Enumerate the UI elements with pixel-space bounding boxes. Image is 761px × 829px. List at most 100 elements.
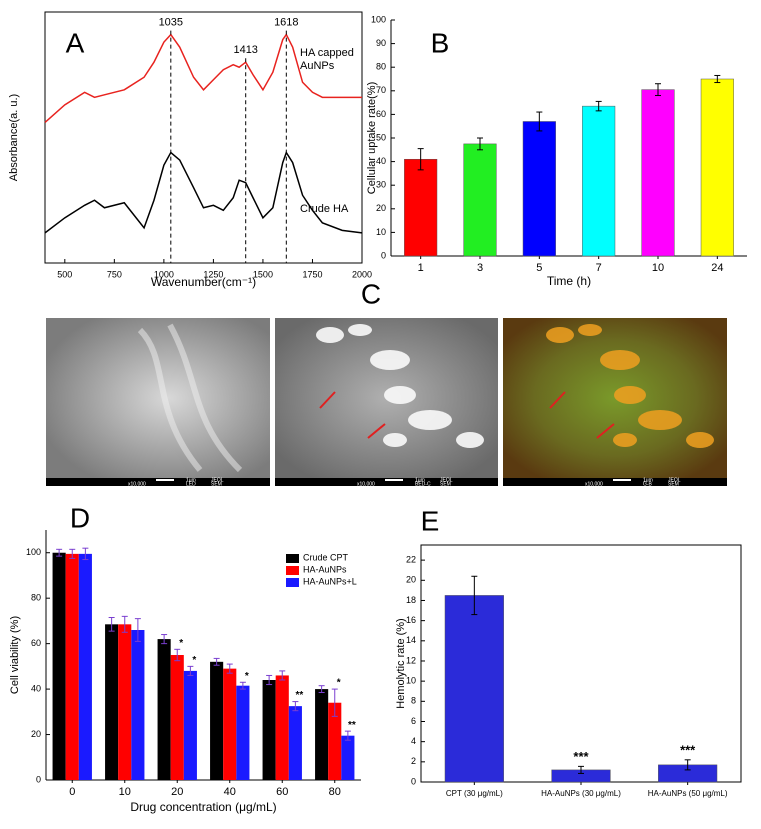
x-tick-label: 40 xyxy=(224,786,236,798)
y-tick-label: 70 xyxy=(376,85,386,95)
image-caption: JEOL xyxy=(668,477,681,483)
y-axis-label: Cellular uptake rate(%) xyxy=(366,82,378,195)
y-tick-label: 30 xyxy=(376,180,386,190)
x-tick-label: HA-AuNPs (50 μg/mL) xyxy=(648,789,728,798)
arrow xyxy=(319,391,336,409)
y-axis-label: Cell viability (%) xyxy=(9,616,21,694)
x-tick-label: 10 xyxy=(119,786,131,798)
significance-label: *** xyxy=(680,742,696,757)
y-tick-label: 60 xyxy=(376,109,386,119)
y-tick-label: 0 xyxy=(381,250,386,260)
plot-frame xyxy=(44,11,363,264)
series-label: HA capped AuNPs xyxy=(300,47,354,73)
significance-label: * xyxy=(192,655,196,666)
x-tick-label: HA-AuNPs (30 μg/mL) xyxy=(541,789,621,798)
x-axis-label: Drug concentration (μg/mL) xyxy=(130,800,276,814)
bar xyxy=(328,702,342,780)
y-tick-label: 12 xyxy=(406,655,416,665)
y-tick-label: 80 xyxy=(376,62,386,72)
bar xyxy=(582,105,616,257)
bar xyxy=(52,552,66,780)
bar xyxy=(157,639,171,780)
chart: B Time (h) Cellular uptake rate(%) 0 10 20 30 4… xyxy=(366,14,747,288)
bar xyxy=(236,685,250,780)
legend-swatch xyxy=(286,566,299,575)
arrow xyxy=(549,391,566,409)
y-tick-label: 22 xyxy=(406,555,416,565)
sem-image xyxy=(503,318,727,486)
arrow xyxy=(367,423,386,439)
spectrum-line xyxy=(44,150,363,234)
y-tick-label: 50 xyxy=(376,132,386,142)
bar xyxy=(288,706,302,780)
y-tick-label: 6 xyxy=(411,716,416,726)
y-tick-label: 14 xyxy=(406,635,416,645)
y-tick-label: 16 xyxy=(406,615,416,625)
x-axis-label: Wavenumber(cm⁻¹) xyxy=(151,275,256,289)
sem-image xyxy=(275,318,498,486)
y-tick-label: 4 xyxy=(411,736,416,746)
bar xyxy=(262,680,276,780)
legend-label: Crude CPT xyxy=(303,552,349,562)
bar xyxy=(183,670,197,780)
legend-label: HA-AuNPs xyxy=(303,564,347,574)
x-tick-label: 750 xyxy=(107,269,122,279)
x-tick-label: 1500 xyxy=(253,269,273,279)
bar xyxy=(65,553,79,780)
y-tick-label: 40 xyxy=(376,156,386,166)
series-label: Crude HA xyxy=(300,202,349,215)
bar xyxy=(404,158,438,257)
panel-label: A xyxy=(66,27,85,58)
image-caption: 1μm xyxy=(415,477,425,483)
chart: D Drug concentration (μg/mL) Cell viabilit… xyxy=(9,502,361,814)
bar xyxy=(223,668,237,780)
significance-label: * xyxy=(337,678,341,689)
significance-label: * xyxy=(245,671,249,682)
image-caption: x10,000 xyxy=(128,481,146,487)
chart: A Wavenumber(cm⁻¹) Absorbance(a. u.) 500 750… xyxy=(8,11,372,289)
legend-swatch xyxy=(286,578,299,587)
panel-label: C xyxy=(361,278,381,309)
y-tick-label: 20 xyxy=(376,203,386,213)
x-tick-label: 2000 xyxy=(352,269,372,279)
image-caption: JEOL xyxy=(211,477,224,483)
significance-label: ** xyxy=(348,720,356,731)
bar xyxy=(78,553,92,780)
y-axis-label: Hemolytic rate (%) xyxy=(395,618,407,708)
spectrum-line xyxy=(44,33,362,124)
panel-label: D xyxy=(70,502,90,533)
bar xyxy=(131,630,145,780)
y-tick-label: 0 xyxy=(411,776,416,786)
bar xyxy=(275,675,289,780)
image-caption: SEM xyxy=(440,481,451,487)
bar xyxy=(170,655,184,780)
bar xyxy=(641,89,675,257)
x-tick-label: 10 xyxy=(652,262,664,274)
image-caption: 1μm xyxy=(186,477,196,483)
peak-label: 1413 xyxy=(233,44,257,56)
image-caption: x10,000 xyxy=(357,481,375,487)
bar xyxy=(444,595,504,783)
significance-label: * xyxy=(179,638,183,649)
image-caption: LED xyxy=(186,481,196,487)
y-tick-label: 8 xyxy=(411,696,416,706)
x-tick-label: CPT (30 μg/mL) xyxy=(446,789,503,798)
x-tick-label: 24 xyxy=(711,262,723,274)
image-caption: SEM xyxy=(211,481,222,487)
bar xyxy=(105,624,119,780)
x-tick-label: 3 xyxy=(477,262,483,274)
bar xyxy=(341,735,355,780)
x-tick-label: 1 xyxy=(418,262,424,274)
scale-bar xyxy=(385,479,403,481)
x-tick-label: 1000 xyxy=(154,269,174,279)
y-tick-label: 20 xyxy=(406,575,416,585)
y-tick-label: 10 xyxy=(376,227,386,237)
scale-bar xyxy=(613,479,631,481)
peak-label: 1035 xyxy=(159,16,183,28)
x-tick-label: 5 xyxy=(536,262,542,274)
panel-label: E xyxy=(421,505,440,536)
x-tick-label: 500 xyxy=(57,269,72,279)
image-caption: G-B xyxy=(643,481,653,487)
bar xyxy=(522,121,556,257)
image-caption: BED-C xyxy=(415,481,431,487)
